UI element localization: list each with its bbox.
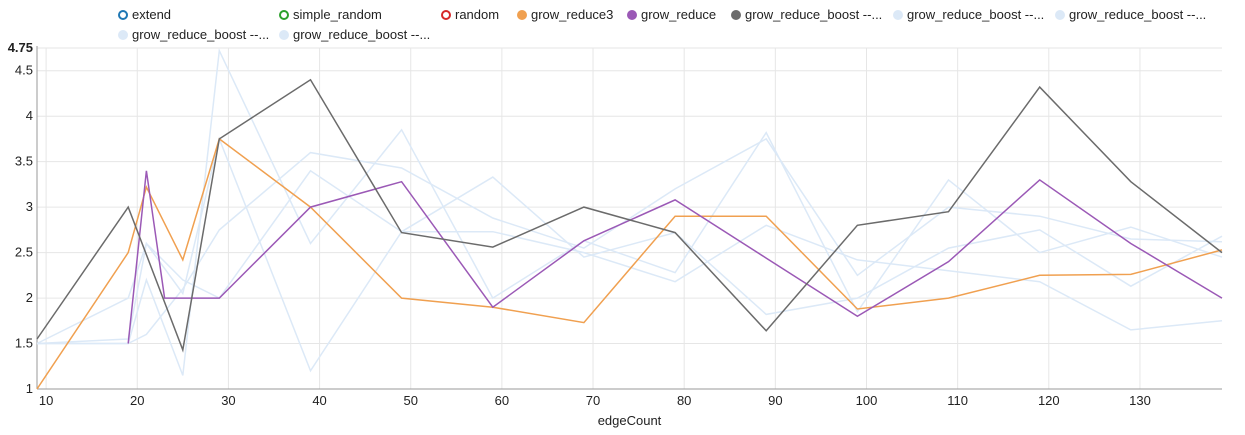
legend-item[interactable]: grow_reduce_boost --... [893, 7, 1044, 22]
x-tick-label: 100 [856, 393, 878, 408]
y-tick-label: 4.5 [15, 63, 33, 78]
y-tick-label: 4.75 [8, 40, 33, 55]
y-tick-label: 1 [26, 381, 33, 396]
x-axis-title: edgeCount [598, 413, 662, 428]
series-line [127, 170, 1223, 344]
x-tick-label: 110 [947, 393, 968, 408]
series-line [37, 47, 1223, 376]
series-line [36, 169, 1223, 345]
x-tick-label: 10 [39, 393, 53, 408]
legend-swatch [1055, 9, 1065, 20]
legend-label: grow_reduce [641, 7, 717, 22]
legend-label: random [455, 7, 500, 22]
y-tick-label: 4 [26, 108, 33, 123]
legend-label: grow_reduce_boost --... [907, 7, 1045, 22]
legend-swatch [893, 9, 903, 20]
legend-item[interactable]: simple_random [279, 7, 382, 22]
legend-label: grow_reduce_boost --... [132, 27, 270, 42]
legend-item[interactable]: random [441, 7, 499, 22]
x-tick-label: 130 [1129, 393, 1151, 408]
legend-item[interactable]: grow_reduce_boost --... [1055, 7, 1206, 22]
legend-item[interactable]: grow_reduce_boost --... [279, 27, 430, 42]
x-tick-label: 20 [130, 393, 144, 408]
legend-label: extend [132, 7, 172, 22]
legend-swatch [627, 9, 637, 20]
y-tick-label: 3.5 [15, 154, 33, 169]
x-tick-label: 120 [1038, 393, 1060, 408]
x-tick-label: 60 [495, 393, 509, 408]
x-tick-label: 30 [221, 393, 235, 408]
x-tick-label: 80 [677, 393, 691, 408]
x-tick-label: 90 [768, 393, 782, 408]
legend-swatch [118, 9, 128, 20]
legend-label: grow_reduce_boost --... [293, 27, 431, 42]
x-tick-label: 70 [586, 393, 600, 408]
y-tick-label: 3 [26, 199, 33, 214]
series-line [37, 137, 1223, 345]
y-tick-label: 2.5 [15, 245, 33, 260]
y-tick-label: 1.5 [15, 336, 33, 351]
series-line [36, 136, 1223, 373]
series-line [36, 137, 1223, 390]
legend-label: grow_reduce_boost --... [745, 7, 883, 22]
legend-item[interactable]: extend [118, 7, 171, 22]
legend-swatch [731, 9, 741, 20]
x-tick-label: 50 [403, 393, 417, 408]
legend-item[interactable]: grow_reduce_boost --... [731, 7, 882, 22]
legend-swatch [279, 29, 289, 40]
legend-swatch [441, 9, 451, 20]
series-line [36, 78, 1223, 353]
x-tick-label: 40 [312, 393, 326, 408]
y-tick-label: 2 [26, 290, 33, 305]
legend-label: grow_reduce3 [531, 7, 614, 22]
legend-item[interactable]: grow_reduce_boost --... [118, 27, 269, 42]
legend-item[interactable]: grow_reduce [627, 7, 716, 22]
legend-swatch [279, 9, 289, 20]
legend-label: grow_reduce_boost --... [1069, 7, 1207, 22]
legend-item[interactable]: grow_reduce3 [517, 7, 613, 22]
legend-swatch [517, 9, 527, 20]
legend-swatch [118, 29, 128, 40]
legend-label: simple_random [293, 7, 382, 22]
chart-legend: extend simple_random random grow_reduce3 gro… [0, 0, 1245, 46]
